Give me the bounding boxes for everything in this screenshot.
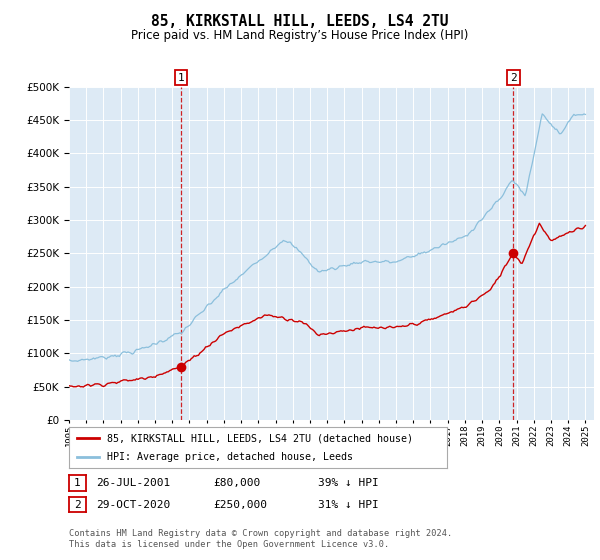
Text: Price paid vs. HM Land Registry’s House Price Index (HPI): Price paid vs. HM Land Registry’s House … bbox=[131, 29, 469, 42]
Text: 31% ↓ HPI: 31% ↓ HPI bbox=[318, 500, 379, 510]
Text: 39% ↓ HPI: 39% ↓ HPI bbox=[318, 478, 379, 488]
Text: 26-JUL-2001: 26-JUL-2001 bbox=[96, 478, 170, 488]
Text: 85, KIRKSTALL HILL, LEEDS, LS4 2TU (detached house): 85, KIRKSTALL HILL, LEEDS, LS4 2TU (deta… bbox=[107, 433, 413, 443]
Text: 1: 1 bbox=[74, 478, 81, 488]
Text: 29-OCT-2020: 29-OCT-2020 bbox=[96, 500, 170, 510]
Text: 85, KIRKSTALL HILL, LEEDS, LS4 2TU: 85, KIRKSTALL HILL, LEEDS, LS4 2TU bbox=[151, 14, 449, 29]
Text: HPI: Average price, detached house, Leeds: HPI: Average price, detached house, Leed… bbox=[107, 452, 353, 461]
Text: £250,000: £250,000 bbox=[213, 500, 267, 510]
Text: 1: 1 bbox=[178, 73, 185, 83]
Text: Contains HM Land Registry data © Crown copyright and database right 2024.
This d: Contains HM Land Registry data © Crown c… bbox=[69, 529, 452, 549]
Text: £80,000: £80,000 bbox=[213, 478, 260, 488]
Text: 2: 2 bbox=[74, 500, 81, 510]
Text: 2: 2 bbox=[510, 73, 517, 83]
